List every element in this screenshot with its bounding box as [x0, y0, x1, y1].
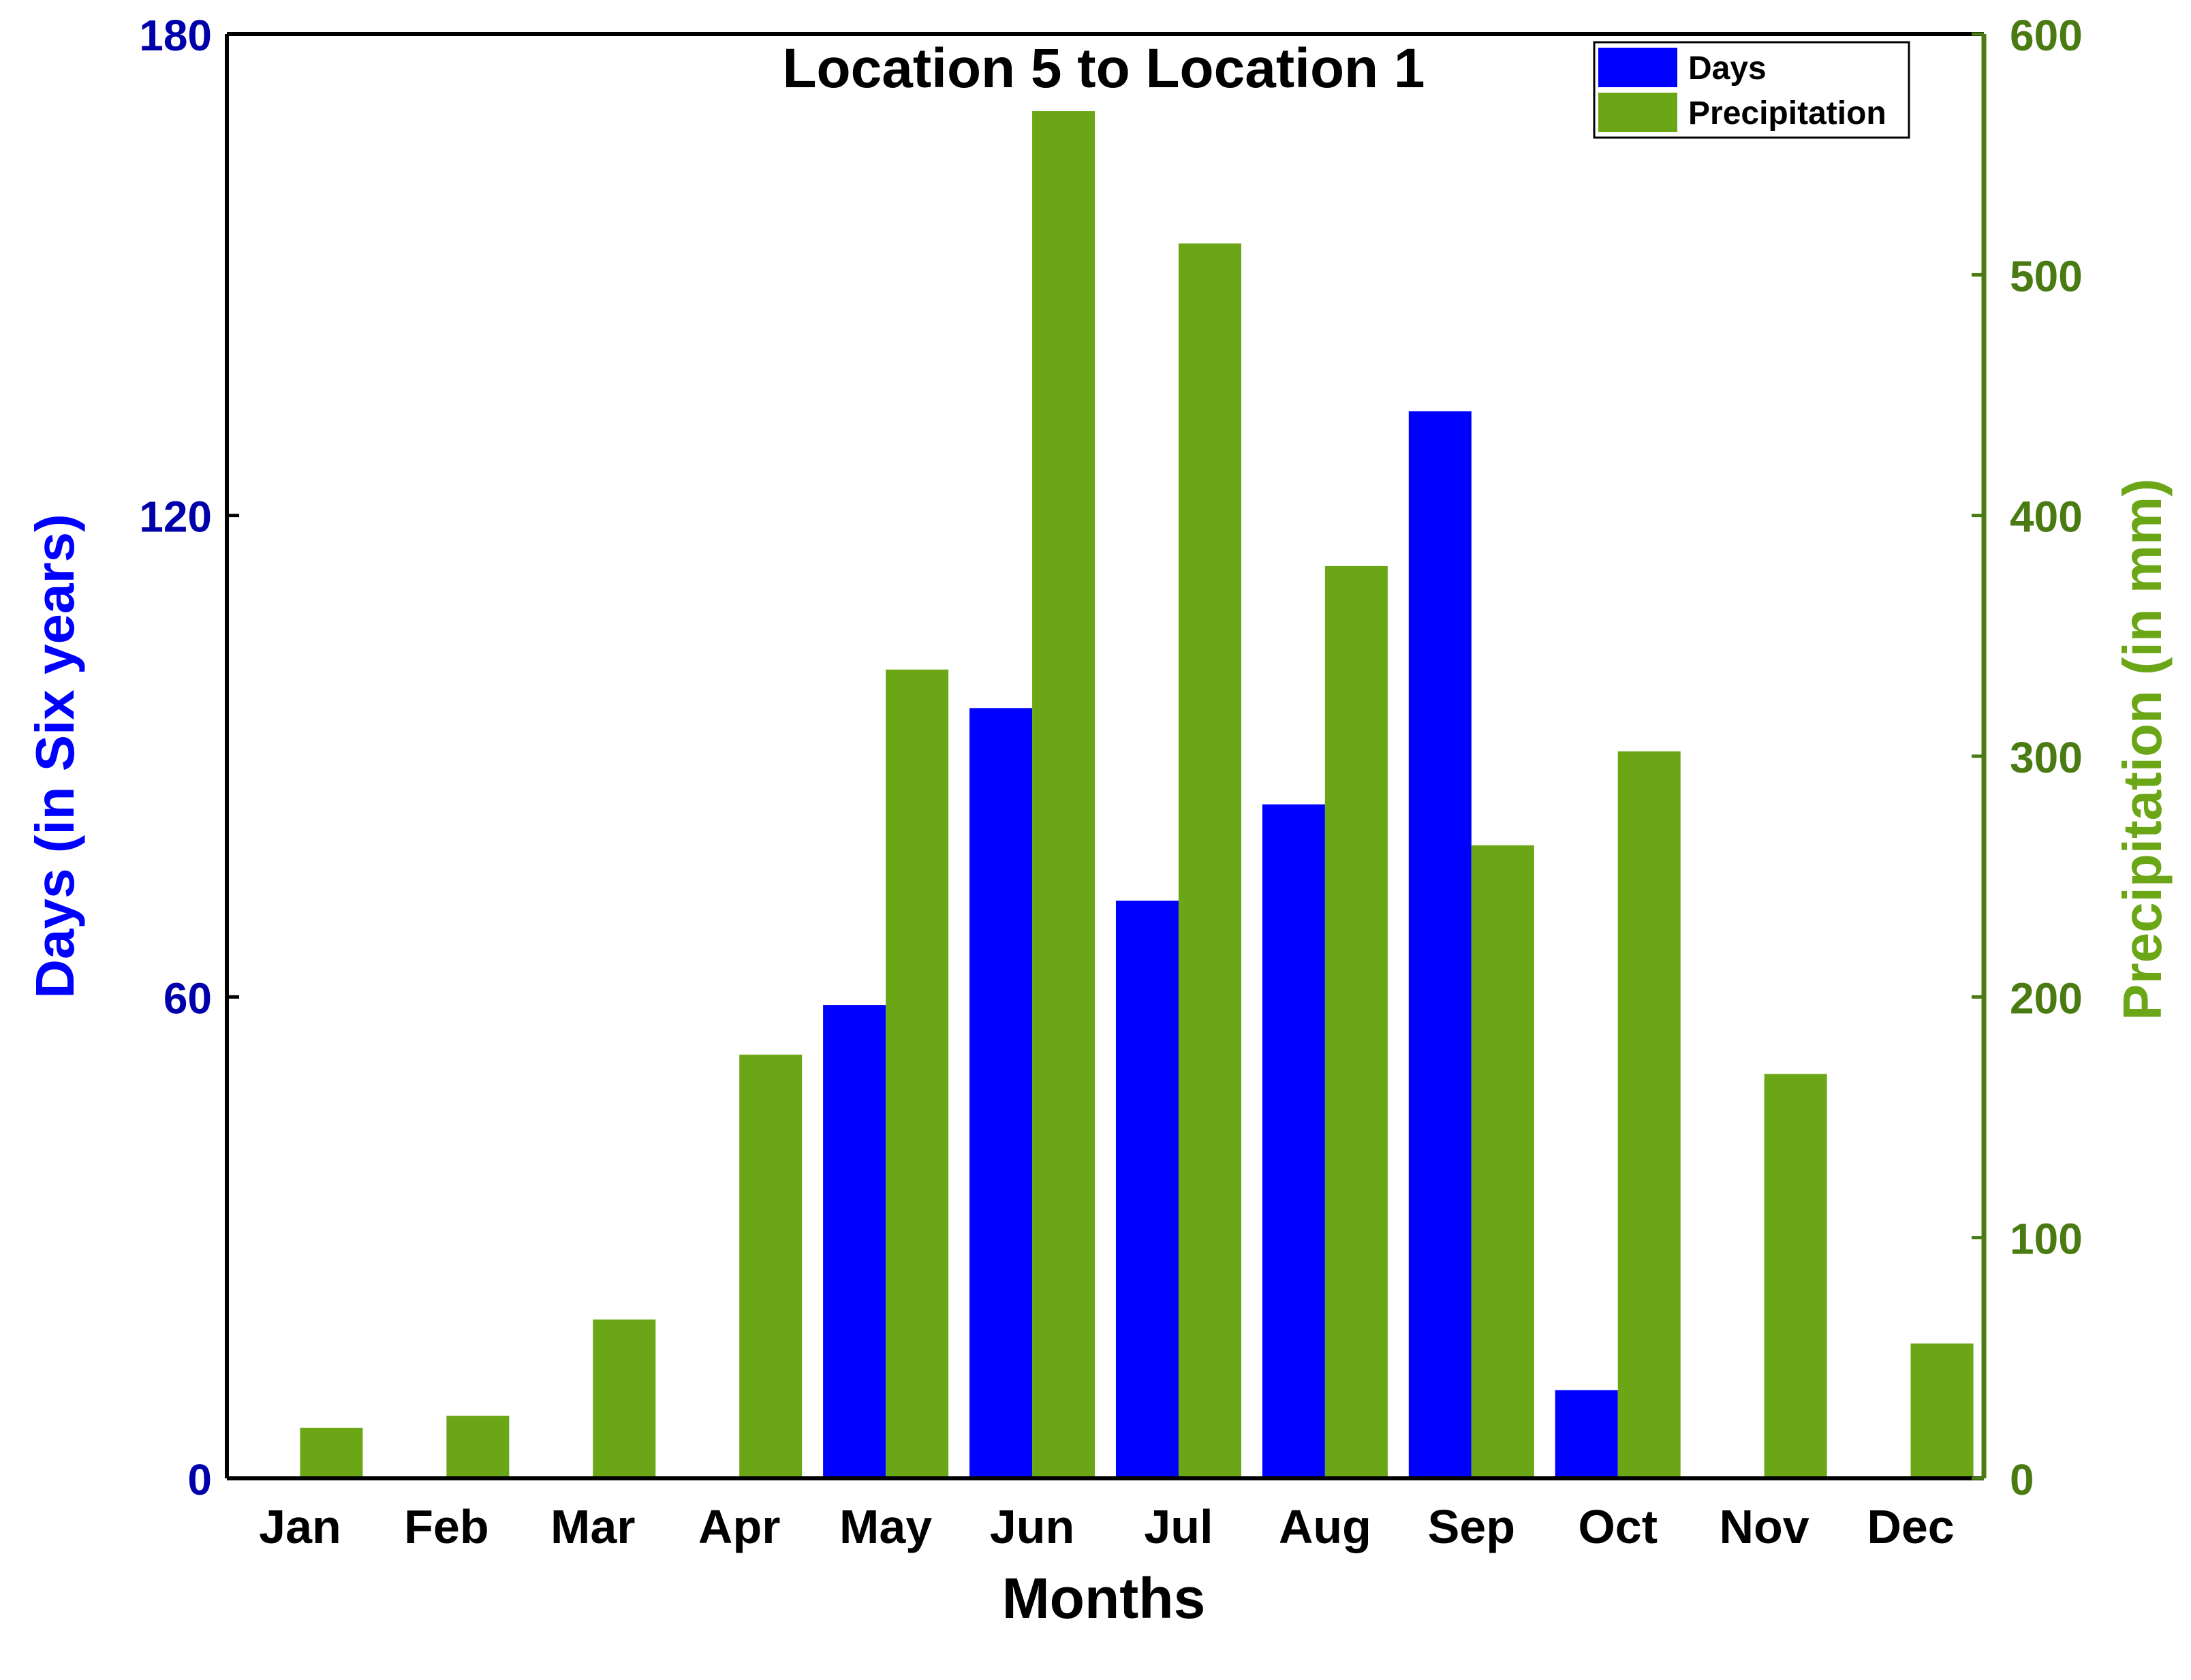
x-tick-label-sep: Sep — [1428, 1500, 1515, 1553]
chart-title: Location 5 to Location 1 — [782, 37, 1425, 99]
right-tick-label: 400 — [2010, 493, 2083, 542]
x-tick-label-nov: Nov — [1720, 1500, 1809, 1553]
bar-precipitation-apr — [739, 1055, 803, 1478]
x-tick-label-dec: Dec — [1867, 1500, 1954, 1553]
bar-days-jul — [1115, 901, 1179, 1478]
legend-label-precipitation: Precipitation — [1688, 95, 1886, 131]
bar-precipitation-jun — [1032, 111, 1096, 1479]
bar-precipitation-aug — [1324, 565, 1388, 1478]
bars-layer — [300, 111, 1974, 1479]
bar-precipitation-feb — [446, 1416, 510, 1478]
bar-days-sep — [1408, 411, 1472, 1478]
left-tick-label: 0 — [187, 1455, 212, 1504]
bar-precipitation-jul — [1178, 243, 1241, 1478]
right-tick-label: 500 — [2010, 251, 2083, 300]
left-tick-label: 120 — [139, 493, 212, 542]
bar-days-aug — [1262, 804, 1325, 1478]
x-tick-label-jul: Jul — [1144, 1500, 1213, 1553]
x-tick-label-jun: Jun — [990, 1500, 1074, 1553]
right-tick-label: 0 — [2010, 1455, 2034, 1504]
x-tick-label-apr: Apr — [698, 1500, 781, 1553]
bar-precipitation-mar — [593, 1319, 656, 1478]
bar-precipitation-dec — [1910, 1343, 1974, 1478]
x-tick-label-feb: Feb — [404, 1500, 488, 1553]
left-tick-label: 60 — [164, 974, 212, 1023]
legend-swatch-precipitation — [1598, 93, 1677, 132]
left-tick-label: 180 — [139, 11, 212, 60]
legend-label-days: Days — [1688, 50, 1767, 87]
x-tick-label-aug: Aug — [1279, 1500, 1371, 1553]
left-y-axis-label: Days (in Six years) — [25, 514, 85, 998]
x-tick-label-oct: Oct — [1578, 1500, 1658, 1553]
x-tick-label-mar: Mar — [550, 1500, 635, 1553]
right-tick-label: 600 — [2010, 11, 2083, 60]
right-tick-label: 200 — [2010, 974, 2083, 1023]
left-y-ticks: 0 60 120 180 — [139, 11, 239, 1504]
right-y-ticks: 0 100 200 300 400 500 600 — [1972, 11, 2083, 1504]
bar-precipitation-nov — [1764, 1074, 1827, 1478]
bar-days-oct — [1555, 1390, 1618, 1478]
bar-precipitation-jan — [300, 1427, 363, 1478]
x-axis-label: Months — [1002, 1566, 1206, 1630]
x-tick-label-may: May — [839, 1500, 932, 1553]
axes-layer — [225, 32, 1987, 1480]
right-tick-label: 100 — [2010, 1215, 2083, 1264]
x-tick-labels: Jan Feb Mar Apr May Jun Jul Aug Sep Oct Nov Dec — [259, 1500, 1955, 1553]
legend-swatch-days — [1598, 48, 1677, 87]
x-tick-label-jan: Jan — [259, 1500, 341, 1553]
bar-precipitation-may — [886, 669, 949, 1478]
bar-days-jun — [969, 708, 1033, 1478]
bar-days-may — [823, 1005, 886, 1478]
bar-precipitation-oct — [1617, 751, 1681, 1478]
bar-precipitation-sep — [1471, 845, 1534, 1478]
right-tick-label: 300 — [2010, 733, 2083, 782]
right-y-axis-label: Precipitation (in mm) — [2112, 478, 2173, 1021]
legend: Days Precipitation — [1593, 41, 1910, 139]
